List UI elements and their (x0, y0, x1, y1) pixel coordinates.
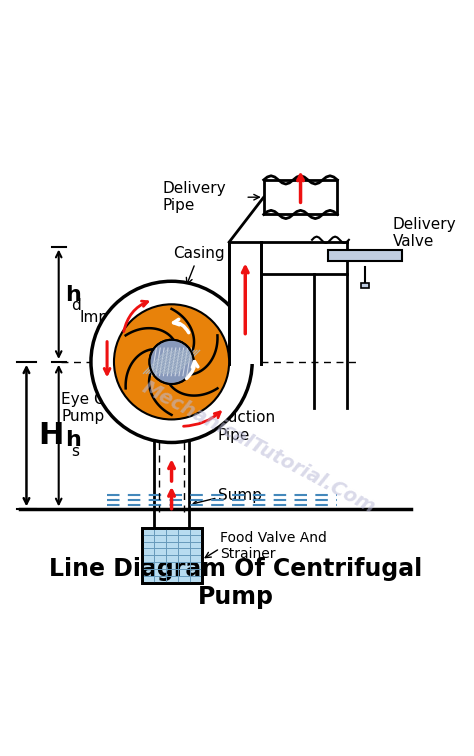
Text: s: s (72, 444, 80, 459)
Bar (142, 528, 201, 583)
Text: H: H (38, 421, 64, 450)
Text: Sump: Sump (218, 488, 262, 503)
Text: Food Valve And
Strainer: Food Valve And Strainer (220, 531, 327, 561)
Circle shape (91, 281, 252, 442)
Text: h: h (65, 430, 82, 450)
Text: Casing: Casing (173, 246, 225, 284)
Text: h: h (65, 285, 82, 305)
Text: Impeller: Impeller (80, 310, 142, 331)
Text: Eye Of
Pump: Eye Of Pump (61, 392, 111, 424)
Circle shape (149, 339, 194, 384)
Bar (229, 242, 261, 364)
Text: Suction
Pipe: Suction Pipe (218, 411, 275, 442)
Text: Delivery
Pipe: Delivery Pipe (163, 181, 226, 213)
Circle shape (114, 305, 229, 420)
Text: d: d (72, 299, 82, 313)
Bar (142, 528, 201, 583)
Text: Line Diagram Of Centrifugal
Pump: Line Diagram Of Centrifugal Pump (49, 557, 423, 609)
Bar (361, 283, 369, 288)
Bar (328, 250, 402, 262)
Text: MechanicalTutorial.Com: MechanicalTutorial.Com (139, 377, 379, 517)
Bar (264, 180, 337, 215)
Circle shape (150, 341, 193, 383)
Text: Delivery
Valve: Delivery Valve (392, 217, 456, 249)
